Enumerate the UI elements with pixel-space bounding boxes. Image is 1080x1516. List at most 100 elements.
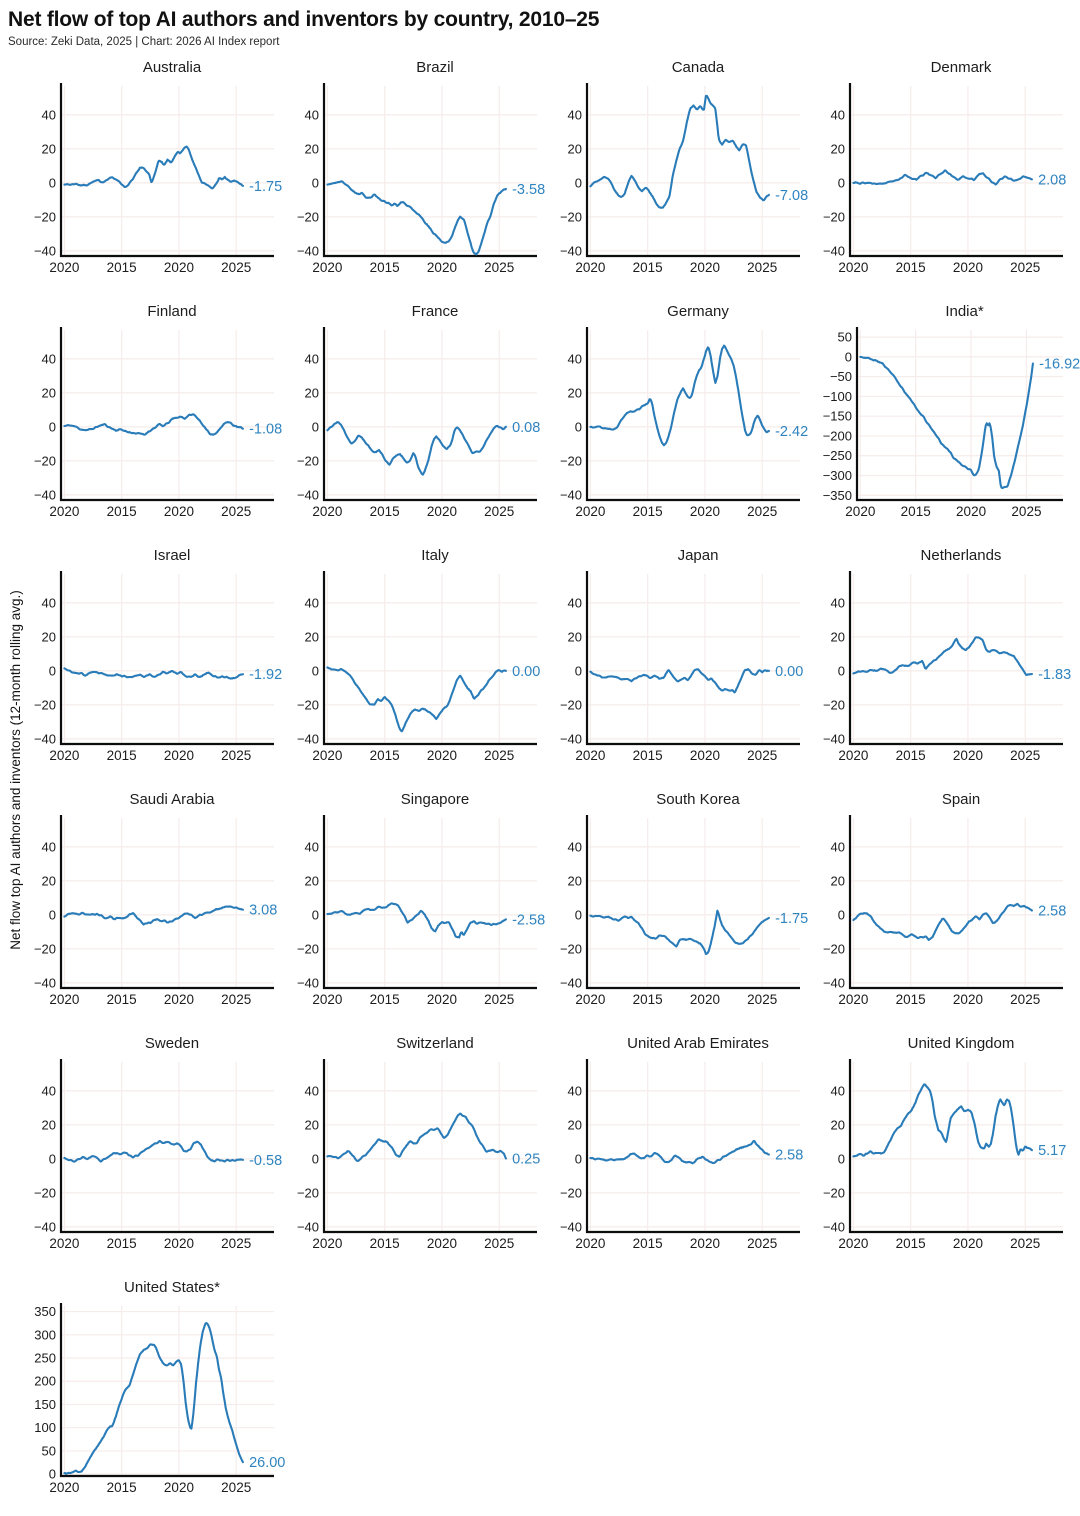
chart-cell: Denmark 40 20 0 −20 −40 2020 2015 2020 2025 2.08 [817,52,1080,296]
end-value-label: 3.08 [249,903,277,919]
x-tick-label: 2020 [49,1480,79,1495]
x-tick-label: 2015 [896,1236,926,1251]
line-chart: 40 20 0 −20 −40 2020 2015 2020 2025 -1.92 [34,571,282,763]
chart-cell: Finland 40 20 0 −20 −40 2020 2015 2020 2025 -1.08 [28,296,291,540]
x-tick-label: 2015 [633,1236,663,1251]
end-value-label: 2.08 [1038,172,1066,188]
x-tick-label: 2015 [370,992,400,1007]
chart-title: France [411,303,459,320]
end-value-label: 0.08 [512,420,540,436]
chart-cell: Saudi Arabia 40 20 0 −20 −40 2020 2015 2020 2025 3… [28,784,291,1028]
x-tick-label: 2025 [221,260,251,275]
x-tick-label: 2025 [1010,992,1040,1007]
y-tick-label: 40 [305,351,319,366]
series-line [859,355,1034,490]
series-line [852,169,1033,186]
y-tick-label: 200 [34,1374,56,1389]
chart-cell: Netherlands 40 20 0 −20 −40 2020 2015 2020 2025 -1… [817,540,1080,784]
series-line [852,902,1033,941]
x-tick-label: 2015 [896,748,926,763]
chart-cell: South Korea 40 20 0 −20 −40 2020 2015 2020 2025 -1… [554,784,817,1028]
chart-title: Japan [677,547,719,564]
y-tick-label: 40 [568,351,582,366]
y-tick-label: 40 [568,595,582,610]
x-tick-label: 2020 [312,992,342,1007]
line-chart: 40 20 0 −20 −40 2020 2015 2020 2025 5.17 [823,1059,1066,1251]
y-tick-label: −40 [34,1219,56,1234]
y-tick-label: 350 [34,1304,56,1319]
y-tick-label: −40 [297,243,319,258]
x-tick-label: 2015 [107,748,137,763]
series-line [326,1112,507,1163]
y-tick-label: 0 [312,175,319,190]
chart-title: United Arab Emirates [627,1035,769,1052]
x-tick-label: 2025 [221,992,251,1007]
y-tick-label: −20 [823,941,845,956]
x-tick-label: 2020 [838,992,868,1007]
y-tick-label: −40 [34,487,56,502]
y-tick-label: 20 [305,385,319,400]
x-tick-label: 2015 [370,748,400,763]
end-value-label: 0.25 [512,1151,540,1167]
chart-title: Switzerland [396,1035,474,1052]
y-tick-label: −20 [560,209,582,224]
series-line [63,145,244,190]
y-tick-label: 40 [568,1083,582,1098]
y-tick-label: 0 [49,907,56,922]
x-tick-label: 2020 [427,748,457,763]
x-tick-label: 2020 [312,260,342,275]
x-tick-label: 2020 [838,748,868,763]
series-line [326,666,507,733]
y-tick-label: −40 [560,975,582,990]
y-tick-label: 0 [49,1151,56,1166]
x-tick-label: 2015 [901,504,931,519]
end-value-label: -2.42 [775,424,808,440]
x-tick-label: 2015 [633,748,663,763]
y-tick-label: 20 [42,873,56,888]
x-tick-label: 2020 [312,748,342,763]
y-tick-label: −40 [34,731,56,746]
end-value-label: 5.17 [1038,1143,1066,1159]
x-tick-label: 2025 [484,260,514,275]
y-tick-label: 0 [845,349,852,364]
y-tick-label: 20 [305,1117,319,1132]
y-tick-label: 20 [831,629,845,644]
x-tick-label: 2025 [747,748,777,763]
x-tick-label: 2020 [838,260,868,275]
end-value-label: 2.58 [775,1148,803,1164]
chart-cell: Germany 40 20 0 −20 −40 2020 2015 2020 2025 -2.42 [554,296,817,540]
y-tick-label: 150 [34,1397,56,1412]
x-tick-label: 2020 [312,1236,342,1251]
y-tick-label: −40 [560,243,582,258]
chart-title: Australia [142,59,202,76]
series-line [589,344,770,447]
x-tick-label: 2015 [633,260,663,275]
chart-title: Finland [147,303,197,320]
line-chart: 40 20 0 −20 −40 2020 2015 2020 2025 3.08 [34,815,277,1007]
y-tick-label: 0 [575,175,582,190]
x-tick-label: 2020 [690,504,720,519]
y-tick-label: 0 [838,175,845,190]
series-line [852,1083,1033,1158]
line-chart: 40 20 0 −20 −40 2020 2015 2020 2025 0.08 [297,327,540,519]
y-tick-label: 50 [838,330,852,345]
y-tick-label: 40 [831,107,845,122]
x-tick-label: 2025 [1010,260,1040,275]
y-tick-label: 0 [312,419,319,434]
page-title: Net flow of top AI authors and inventors… [8,8,600,31]
x-tick-label: 2020 [164,748,194,763]
charts-grid: Australia 40 20 0 −20 −40 2020 2015 2020 2025 -1.7… [28,52,1080,1516]
x-tick-label: 2020 [845,504,875,519]
x-tick-label: 2020 [953,748,983,763]
y-tick-label: −50 [830,369,852,384]
y-tick-label: −40 [823,243,845,258]
y-tick-label: −20 [297,697,319,712]
y-tick-label: 40 [42,839,56,854]
y-tick-label: −20 [560,697,582,712]
x-tick-label: 2025 [1010,748,1040,763]
series-line [63,1322,244,1476]
chart-cell: Australia 40 20 0 −20 −40 2020 2015 2020 2025 -1.7… [28,52,291,296]
x-tick-label: 2020 [49,1236,79,1251]
end-value-label: 0.00 [512,664,540,680]
y-tick-label: −40 [297,487,319,502]
